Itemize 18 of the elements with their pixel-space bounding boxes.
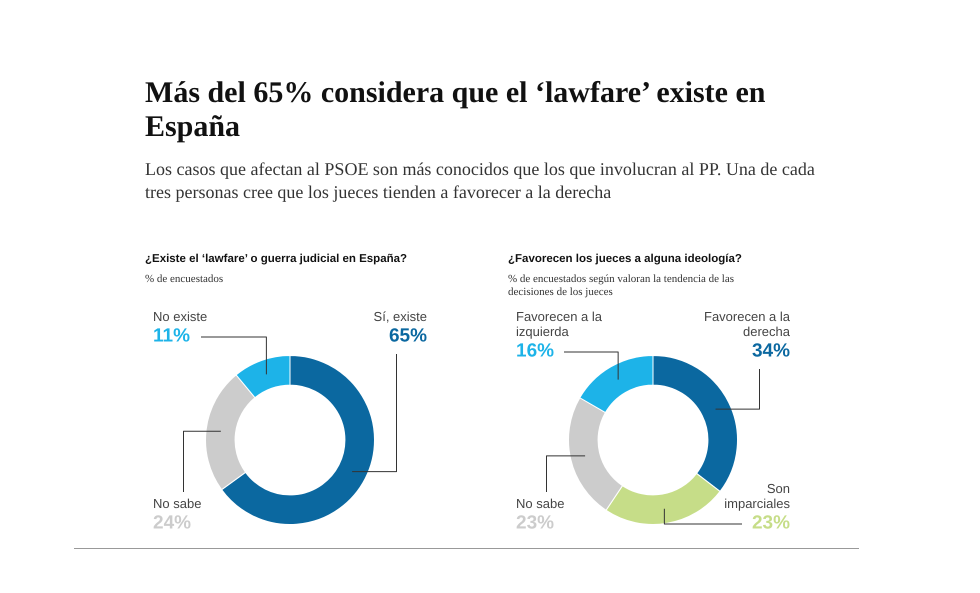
data-label: 11% — [153, 326, 190, 347]
data-label: 65% — [388, 326, 428, 347]
data-label: 16% — [516, 340, 554, 362]
chart-title: ¿Favorecen los jueces a alguna ideología? — [508, 253, 743, 265]
chart-subtitle: % de encuestados según valoran la tendencia de las decisiones de los jueces — [508, 273, 736, 299]
slice-label: No existe — [153, 309, 208, 324]
chart-title: ¿Existe el ‘lawfare’ o guerra judicial en España? — [145, 253, 408, 265]
data-label: 23% — [752, 512, 790, 534]
slice-label: Favorecen a la izquierda — [516, 309, 603, 340]
slice-label: Favorecen a la derecha — [704, 309, 791, 340]
data-label: 34% — [752, 340, 790, 362]
slice-label: No sabe — [153, 496, 202, 512]
text: Más del 65% considera que el ‘lawfare’ existe en España — [145, 76, 766, 144]
text: Los casos que afectan al PSOE son más conocidos que los que involucran al PP. Una de cada tres personas cree que los jueces tienden a favorecer a la derecha — [145, 158, 816, 204]
slice-label: Sí, existe — [374, 309, 427, 324]
slice-label: Son imparciales — [724, 481, 790, 512]
chart-subtitle: % de encuestados — [145, 273, 224, 287]
slice-label: No sabe — [516, 496, 564, 512]
